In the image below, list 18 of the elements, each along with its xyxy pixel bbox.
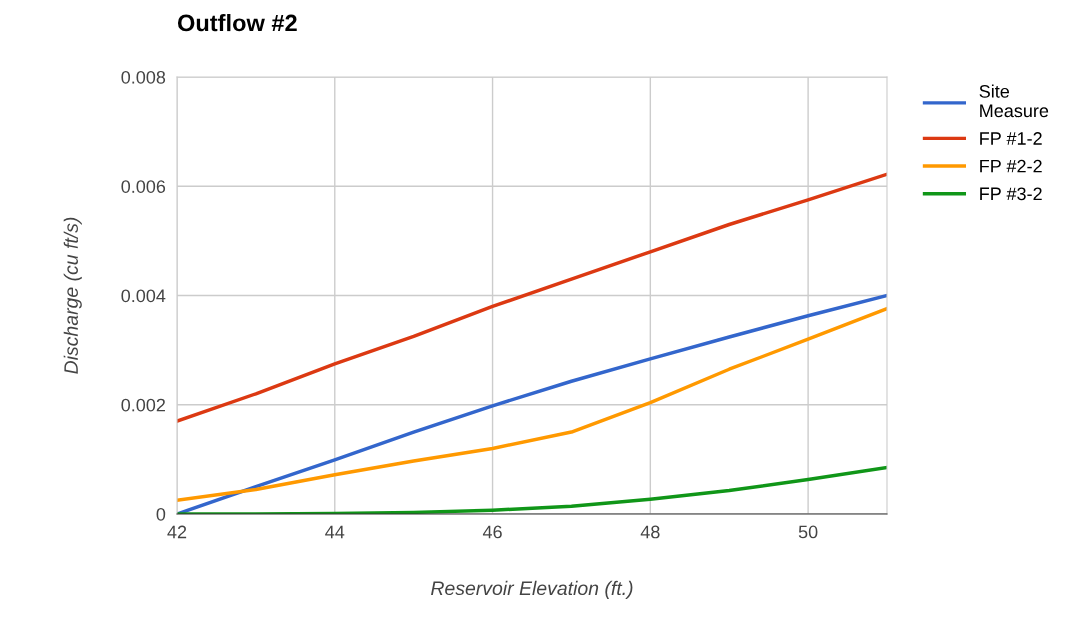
chart-title: Outflow #2 bbox=[177, 14, 297, 32]
y-tick-label: 0.008 bbox=[121, 70, 166, 84]
x-axis-title: Reservoir Elevation (ft.) bbox=[431, 580, 633, 599]
legend-label: FP #3-2 bbox=[980, 187, 1042, 201]
legend-label: FP #1-2 bbox=[980, 132, 1042, 145]
x-tick-label: 42 bbox=[167, 525, 187, 539]
legend-label: FP #2-2 bbox=[980, 159, 1042, 173]
y-tick-label: 0.006 bbox=[121, 180, 166, 193]
legend-label: Site Measure bbox=[979, 84, 1049, 118]
x-tick-label: 48 bbox=[640, 525, 660, 539]
line-series bbox=[177, 172, 887, 423]
x-tick-label: 44 bbox=[325, 525, 345, 539]
y-axis-title: Discharge (cu ft/s) bbox=[63, 217, 82, 374]
y-tick-label: 0.002 bbox=[121, 398, 165, 412]
x-tick-label: 50 bbox=[798, 525, 818, 539]
y-tick-label: 0 bbox=[156, 507, 166, 521]
y-tick-label: 0.004 bbox=[121, 289, 166, 303]
x-tick-label: 46 bbox=[482, 525, 502, 539]
